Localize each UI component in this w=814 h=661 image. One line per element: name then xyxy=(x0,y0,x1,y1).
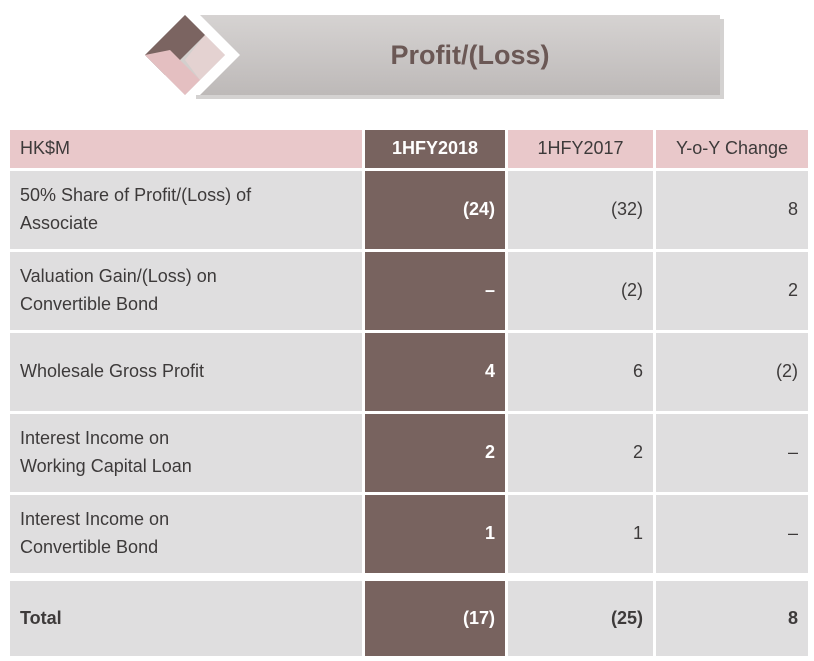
title: Profit/(Loss) xyxy=(390,39,550,70)
table-cell: 50% Share of Profit/(Loss) of Associate xyxy=(10,171,362,249)
table-cell: – xyxy=(365,252,505,330)
table-cell: Valuation Gain/(Loss) on Convertible Bon… xyxy=(10,252,362,330)
table-cell: Wholesale Gross Profit xyxy=(10,333,362,411)
table-cell: – xyxy=(656,414,808,492)
total-cell: (25) xyxy=(508,581,653,656)
header-cell: 1HFY2017 xyxy=(508,130,653,168)
table: HK$M 1HFY2018 1HFY2017 Y-o-Y Change 50% Shar… xyxy=(10,130,808,656)
table-cell: – xyxy=(656,495,808,573)
table-cell: 8 xyxy=(656,171,808,249)
table-cell: (24) xyxy=(365,171,505,249)
table-cell: (2) xyxy=(508,252,653,330)
table-cell: 2 xyxy=(508,414,653,492)
table-cell: (2) xyxy=(656,333,808,411)
total-cell: Total xyxy=(10,581,362,656)
header-cell: Y-o-Y Change xyxy=(656,130,808,168)
table-cell: 1 xyxy=(508,495,653,573)
header-cell: HK$M xyxy=(10,130,362,168)
table-cell: 4 xyxy=(365,333,505,411)
table-cell: Interest Income on Convertible Bond xyxy=(10,495,362,573)
table-cell: 1 xyxy=(365,495,505,573)
total-cell: 8 xyxy=(656,581,808,656)
banner xyxy=(145,15,724,99)
banner-chevron xyxy=(178,15,240,95)
header-cell: 1HFY2018 xyxy=(365,130,505,168)
total-cell: (17) xyxy=(365,581,505,656)
banner-bar xyxy=(190,15,720,95)
icon-part xyxy=(145,50,200,95)
table-cell: (32) xyxy=(508,171,653,249)
icon-part xyxy=(185,35,225,80)
table-cell: 2 xyxy=(656,252,808,330)
table-cell: Interest Income on Working Capital Loan xyxy=(10,414,362,492)
table-cell: 2 xyxy=(365,414,505,492)
table-cell: 6 xyxy=(508,333,653,411)
